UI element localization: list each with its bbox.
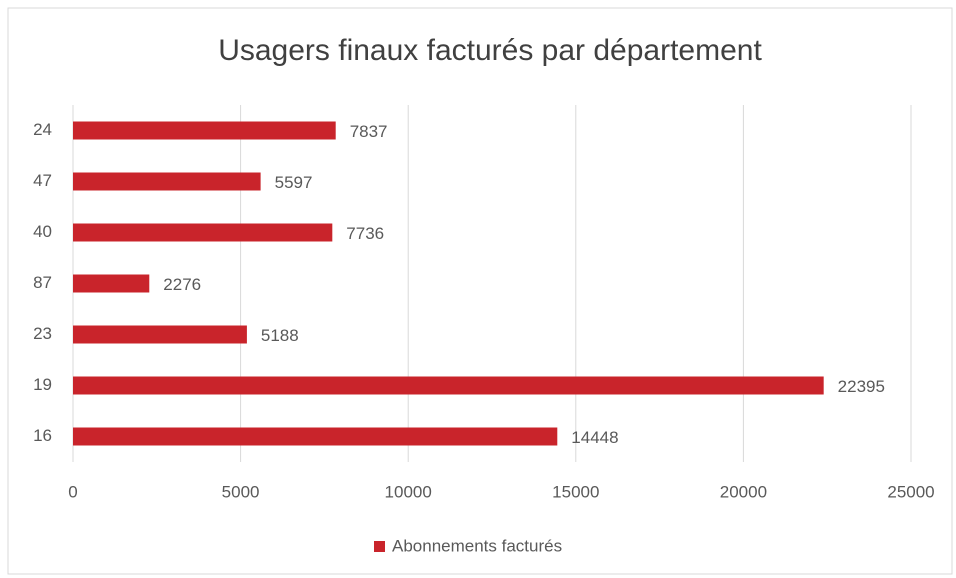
y-tick-label: 40 — [33, 222, 52, 241]
data-label: 7837 — [350, 122, 388, 141]
bar — [73, 121, 336, 140]
bar — [73, 376, 824, 395]
bar — [73, 172, 261, 191]
bar — [73, 427, 558, 446]
y-tick-label: 23 — [33, 324, 52, 343]
data-label: 22395 — [838, 377, 885, 396]
bar — [73, 223, 333, 242]
legend-swatch — [374, 541, 385, 552]
x-tick-label: 10000 — [385, 482, 432, 501]
y-tick-label: 19 — [33, 375, 52, 394]
y-tick-label: 47 — [33, 171, 52, 190]
chart-title: Usagers finaux facturés par département — [218, 34, 762, 67]
y-tick-label: 87 — [33, 273, 52, 292]
y-tick-label: 24 — [33, 120, 52, 139]
y-tick-label: 16 — [33, 426, 52, 445]
bar — [73, 325, 247, 344]
data-label: 5597 — [275, 173, 313, 192]
x-tick-label: 5000 — [222, 482, 260, 501]
data-label: 14448 — [571, 428, 618, 447]
x-tick-label: 20000 — [720, 482, 767, 501]
data-label: 5188 — [261, 326, 299, 345]
x-tick-label: 25000 — [887, 482, 934, 501]
data-label: 2276 — [163, 275, 201, 294]
bar — [73, 274, 150, 293]
legend-label: Abonnements facturés — [392, 536, 562, 555]
x-tick-label: 15000 — [552, 482, 599, 501]
x-tick-label: 0 — [68, 482, 77, 501]
data-label: 7736 — [346, 224, 384, 243]
chart-border — [7, 7, 953, 575]
